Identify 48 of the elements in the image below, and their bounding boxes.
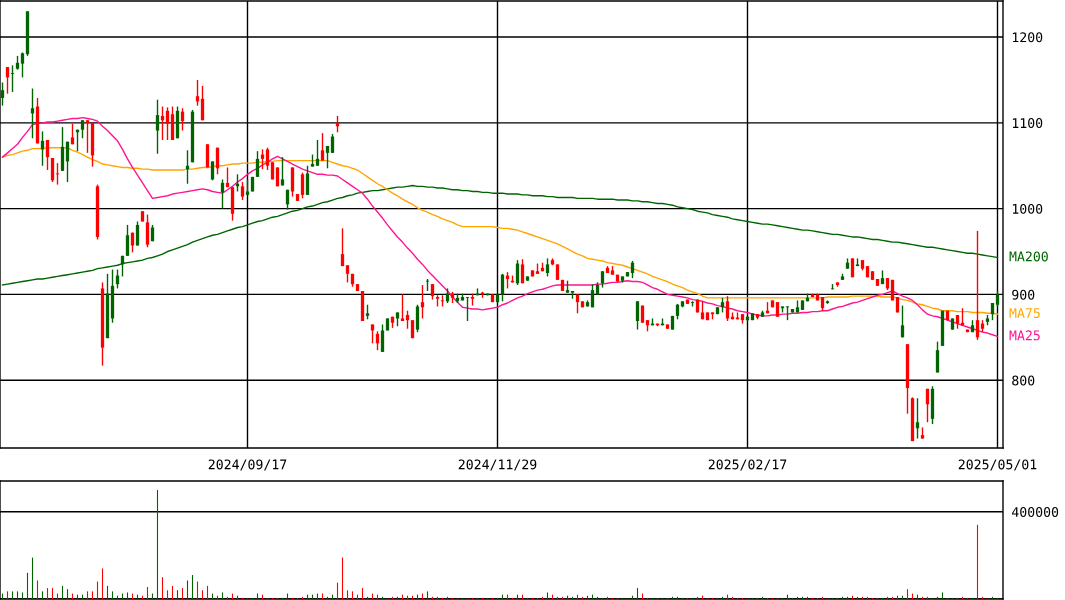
candlestick — [315, 139, 320, 167]
candlestick — [20, 51, 25, 79]
y-tick-label: 1000 — [1012, 203, 1043, 214]
candlestick — [210, 160, 215, 182]
candlestick — [400, 293, 405, 322]
candlestick — [55, 162, 60, 186]
candlestick — [155, 98, 160, 155]
x-tick-label: 2024/11/29 — [458, 459, 537, 471]
candlestick — [325, 145, 330, 169]
candlestick — [380, 323, 385, 353]
candlestick — [915, 397, 920, 440]
candlestick — [305, 165, 310, 196]
candlestick — [125, 224, 130, 257]
candlestick — [415, 304, 420, 333]
candlestick — [85, 119, 90, 154]
y-tick-label: 400000 — [1011, 507, 1059, 517]
candlestick — [900, 304, 905, 339]
candlestick — [545, 257, 550, 278]
line-series — [1, 116, 999, 338]
candlestick — [370, 323, 375, 345]
candlestick — [465, 296, 470, 322]
x-tick-label: 2025/05/01 — [958, 459, 1037, 471]
candlestick — [340, 227, 345, 267]
y-tick-label: 900 — [1012, 289, 1035, 300]
series-label: MA200 — [1009, 251, 1048, 262]
candlestick — [135, 220, 140, 247]
candlestick — [80, 119, 85, 139]
candlestick — [10, 64, 15, 93]
candlestick — [575, 293, 580, 314]
candlestick — [300, 171, 305, 200]
candlestick — [0, 81, 5, 107]
series-label: MA25 — [1009, 330, 1040, 341]
series-label: MA75 — [1009, 308, 1040, 319]
candlestick — [165, 106, 170, 141]
candlestick — [520, 258, 525, 284]
candlestick — [240, 181, 245, 201]
candlestick — [635, 300, 640, 331]
candlestick — [320, 132, 325, 162]
candlestick — [145, 213, 150, 248]
candlestick — [280, 156, 285, 187]
x-tick-label: 2025/02/17 — [708, 459, 787, 471]
line-series — [1, 184, 999, 286]
candlestick — [265, 147, 270, 171]
y-tick-label: 1100 — [1012, 118, 1043, 129]
candlestick — [255, 150, 260, 178]
x-tick-label: 2024/09/17 — [208, 459, 287, 471]
y-tick-label: 800 — [1012, 375, 1035, 386]
y-tick-label: 1200 — [1012, 32, 1043, 43]
